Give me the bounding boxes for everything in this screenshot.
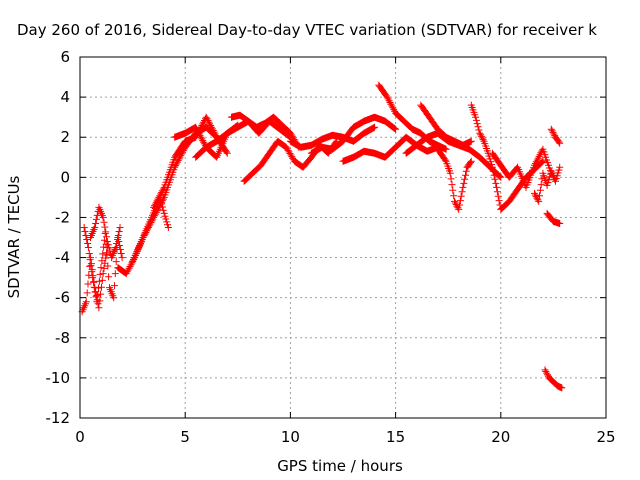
y-tick-label: -12: [46, 409, 71, 427]
data-series-s23: [541, 366, 566, 392]
data-point-markers: [543, 209, 564, 227]
y-tick-label: -10: [46, 369, 71, 387]
data-point-markers: [375, 81, 450, 153]
data-series-s17: [434, 145, 475, 213]
y-tick-label: 6: [60, 48, 70, 66]
y-axis-label: SDTVAR / TECUs: [5, 175, 23, 298]
data-point-markers: [488, 145, 555, 191]
x-axis-label: GPS time / hours: [277, 457, 403, 475]
data-series-s22: [543, 209, 564, 227]
y-tick-label: -4: [55, 249, 70, 267]
y-tick-label: 4: [60, 88, 70, 106]
data-point-markers: [541, 366, 566, 392]
data-point-markers: [467, 101, 547, 213]
data-point-markers: [417, 101, 475, 149]
y-tick-label: -6: [55, 289, 70, 307]
data-series-s12: [307, 113, 400, 157]
data-points: [78, 81, 566, 392]
y-tick-label: 0: [60, 168, 70, 186]
x-tick-label: 10: [281, 428, 300, 446]
data-series-s14: [375, 81, 450, 153]
y-tick-label: 2: [60, 128, 70, 146]
data-point-markers: [78, 244, 111, 316]
data-series-s2: [78, 244, 111, 316]
data-point-markers: [228, 111, 303, 151]
x-tick-label: 5: [180, 428, 190, 446]
x-tick-label: 20: [491, 428, 510, 446]
data-series-s19: [488, 145, 555, 191]
data-point-markers: [547, 125, 564, 147]
data-series-s3: [87, 203, 124, 262]
chart-title: Day 260 of 2016, Sidereal Day-to-day VTE…: [17, 21, 597, 39]
data-series-s16: [417, 101, 475, 149]
data-series-s20: [531, 163, 564, 205]
x-tick-label: 25: [596, 428, 615, 446]
y-tick-label: -8: [55, 329, 70, 347]
plot-frame: [79, 56, 607, 419]
data-point-markers: [87, 203, 124, 262]
data-point-markers: [531, 163, 564, 205]
data-series-s18: [467, 101, 547, 213]
axis-ticks: 0 5 10 15 20 25 -12 -10 -8 -6 -4 -2 0 2 4 6: [46, 48, 616, 446]
x-tick-label: 15: [386, 428, 405, 446]
data-point-markers: [434, 145, 475, 213]
data-series-s21: [547, 125, 564, 147]
data-point-markers: [307, 113, 400, 157]
x-tick-label: 0: [75, 428, 85, 446]
grid: [80, 57, 606, 418]
y-tick-label: -2: [55, 208, 70, 226]
data-series-s9: [228, 111, 303, 151]
